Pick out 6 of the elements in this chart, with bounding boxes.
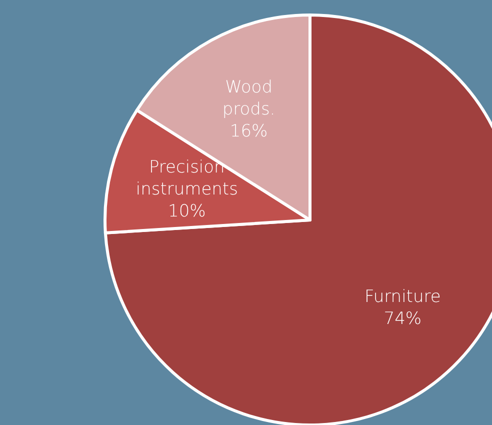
data-label: 16% bbox=[230, 122, 268, 142]
slice-label: Precision instruments bbox=[136, 157, 238, 200]
data-label: 74% bbox=[384, 308, 422, 329]
slice-label: Wood prods. bbox=[222, 78, 276, 120]
slice-label: Furniture bbox=[364, 286, 441, 307]
data-label: 10% bbox=[168, 201, 206, 222]
